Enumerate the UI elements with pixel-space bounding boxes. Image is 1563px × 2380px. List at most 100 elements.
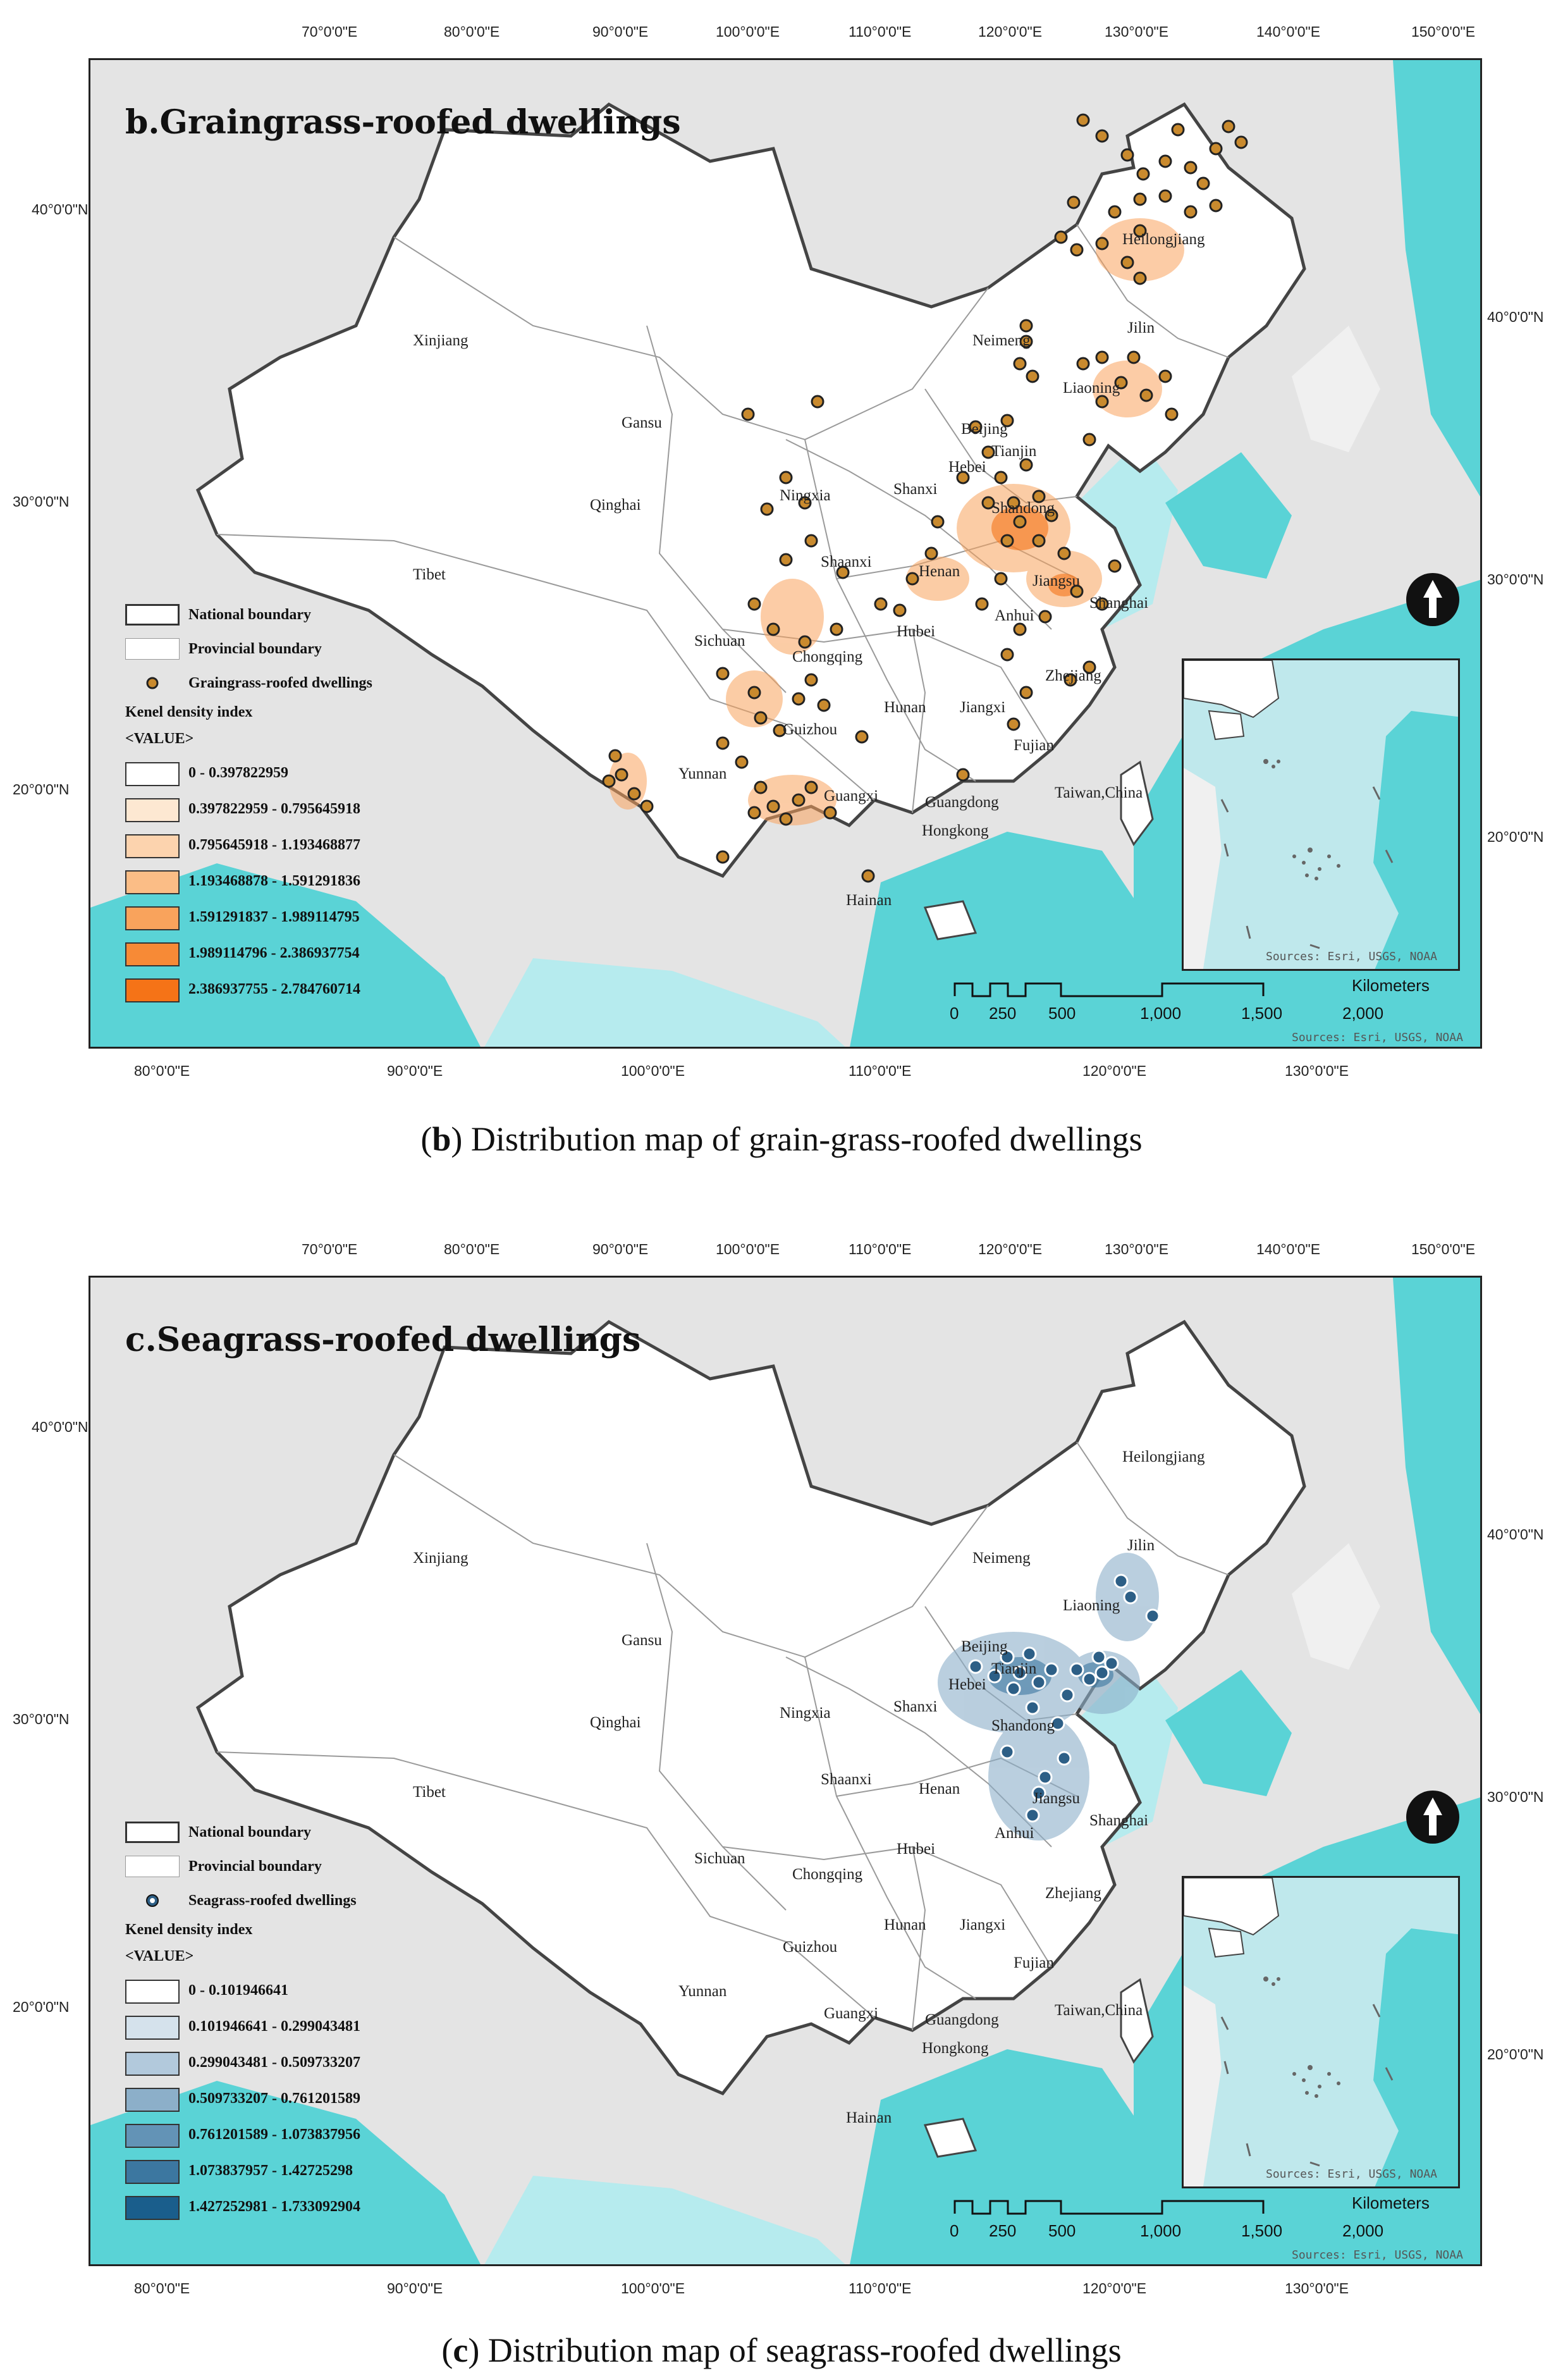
scale-unit: Kilometers xyxy=(1352,2193,1430,2212)
dwelling-point xyxy=(981,496,995,510)
scale-bar: Kilometers 0 250 500 1,000 1,500 2,000 xyxy=(950,971,1472,1047)
dwelling-point xyxy=(1031,1675,1046,1690)
legend-national-label: National boundary xyxy=(188,607,312,623)
lon-label: 90°0'0"E xyxy=(592,1241,649,1257)
lon-label: 140°0'0"E xyxy=(1256,1241,1321,1257)
lon-label: 120°0'0"E xyxy=(1082,2280,1147,2297)
province-label: Hunan xyxy=(884,699,926,716)
map-panel-c: c.Seagrass-roofed dwellings Xinjiang Tib… xyxy=(89,1276,1482,2266)
dwelling-point xyxy=(1184,161,1198,175)
dwelling-point xyxy=(1095,350,1109,364)
dwelling-point xyxy=(735,755,749,769)
lon-label: 70°0'0"E xyxy=(302,1241,358,1257)
dwelling-point xyxy=(987,1668,1002,1684)
province-label: Heilongjiang xyxy=(1122,1448,1205,1465)
lon-label: 100°0'0"E xyxy=(621,1063,685,1079)
dwelling-point xyxy=(905,572,919,586)
dwelling-point xyxy=(1076,357,1090,371)
caption-text: ) Distribution map of seagrass-roofed dw… xyxy=(468,2331,1122,2369)
province-label: Jiangxi xyxy=(960,699,1006,716)
dwelling-point xyxy=(1091,1649,1106,1665)
national-boundary-swatch xyxy=(125,604,180,626)
lat-label: 20°0'0"N xyxy=(13,1999,70,2015)
dwelling-point xyxy=(1000,1649,1015,1665)
lon-label: 100°0'0"E xyxy=(716,1241,780,1257)
legend-class-swatch xyxy=(125,1980,180,2004)
dwelling-point xyxy=(994,572,1008,586)
china-outline xyxy=(195,102,1306,879)
dwelling-point xyxy=(975,597,989,611)
legend-class-swatch xyxy=(125,2196,180,2220)
legend-class-swatch xyxy=(125,834,180,858)
scale-tick: 500 xyxy=(1048,2221,1076,2240)
caption-b: (b) Distribution map of grain-grass-roof… xyxy=(420,1120,1143,1158)
dwelling-point xyxy=(1158,189,1172,203)
legend-provincial-label: Provincial boundary xyxy=(188,1858,322,1875)
lon-label: 140°0'0"E xyxy=(1256,23,1321,40)
dwelling-point xyxy=(1070,243,1084,257)
scale-bar-graphic xyxy=(953,982,1265,997)
province-label: Hongkong xyxy=(922,2040,989,2057)
dwelling-point xyxy=(716,850,730,864)
dwelling-point xyxy=(811,395,824,409)
province-label: Shanxi xyxy=(893,481,938,498)
legend-provincial-label: Provincial boundary xyxy=(188,641,322,657)
legend-class-swatch xyxy=(125,942,180,966)
province-label: Yunnan xyxy=(678,1983,727,2000)
lon-label: 110°0'0"E xyxy=(849,2280,912,2297)
caption-letter: b xyxy=(432,1120,451,1158)
dwelling-point xyxy=(741,407,755,421)
dwelling-point xyxy=(1019,319,1033,333)
dwelling-point xyxy=(1012,1665,1027,1680)
dwelling-point xyxy=(1095,395,1109,409)
caption-c: (c) Distribution map of seagrass-roofed … xyxy=(441,2331,1122,2369)
caption-letter: c xyxy=(453,2331,469,2369)
dwelling-point xyxy=(1104,1656,1119,1671)
dwelling-point xyxy=(1113,1574,1129,1589)
dwelling-point xyxy=(1082,1672,1097,1687)
dwelling-point xyxy=(1196,176,1210,190)
lon-label: 80°0'0"E xyxy=(444,1241,500,1257)
dwelling-point xyxy=(716,736,730,750)
lon-label: 100°0'0"E xyxy=(621,2280,685,2297)
province-label: Guizhou xyxy=(783,1939,838,1956)
dwelling-point xyxy=(1022,1646,1037,1662)
scale-tick: 250 xyxy=(989,2221,1017,2240)
dwelling-point xyxy=(836,565,850,579)
legend-value-header: <VALUE> xyxy=(125,731,194,747)
dwelling-point xyxy=(1165,407,1179,421)
dwelling-point xyxy=(1108,205,1122,219)
lon-label: 110°0'0"E xyxy=(849,1063,912,1079)
dwelling-point xyxy=(1000,414,1014,428)
dwelling-point xyxy=(823,806,837,820)
dwelling-point xyxy=(1044,1662,1059,1677)
legend-class-label: 0.397822959 - 0.795645918 xyxy=(188,801,360,817)
legend-class-label: 0.761201589 - 1.073837956 xyxy=(188,2126,360,2143)
dwelling-point xyxy=(1007,717,1021,731)
dwelling-point xyxy=(1209,142,1223,156)
dwelling-point xyxy=(1095,237,1109,250)
province-label: Guangxi xyxy=(824,787,879,805)
province-label: Shanghai xyxy=(1089,595,1149,612)
legend-value-header: <VALUE> xyxy=(125,1948,194,1964)
province-label: Jiangsu xyxy=(1033,1790,1080,1807)
inset-source-text: Sources: Esri, USGS, NOAA xyxy=(1266,2167,1437,2181)
dwelling-point xyxy=(1108,559,1122,573)
legend-class-swatch xyxy=(125,2052,180,2076)
dwelling-point-symbol xyxy=(146,1894,159,1907)
dwelling-point xyxy=(1076,113,1090,127)
province-label: Sichuan xyxy=(694,632,745,650)
lat-label: 20°0'0"N xyxy=(1487,2046,1544,2062)
dwelling-point xyxy=(1234,135,1248,149)
scale-tick: 500 xyxy=(1048,1004,1076,1023)
legend-class-label: 0 - 0.101946641 xyxy=(188,1982,288,1999)
dwelling-point xyxy=(830,622,843,636)
province-label: Jilin xyxy=(1127,319,1155,336)
province-label: Shandong xyxy=(991,500,1055,517)
lon-label: 120°0'0"E xyxy=(1082,1063,1147,1079)
dwelling-point xyxy=(1013,515,1027,529)
province-label: Ningxia xyxy=(780,487,831,504)
province-label: Qinghai xyxy=(590,1714,641,1731)
dwelling-point xyxy=(747,686,761,700)
dwelling-point xyxy=(956,768,970,782)
